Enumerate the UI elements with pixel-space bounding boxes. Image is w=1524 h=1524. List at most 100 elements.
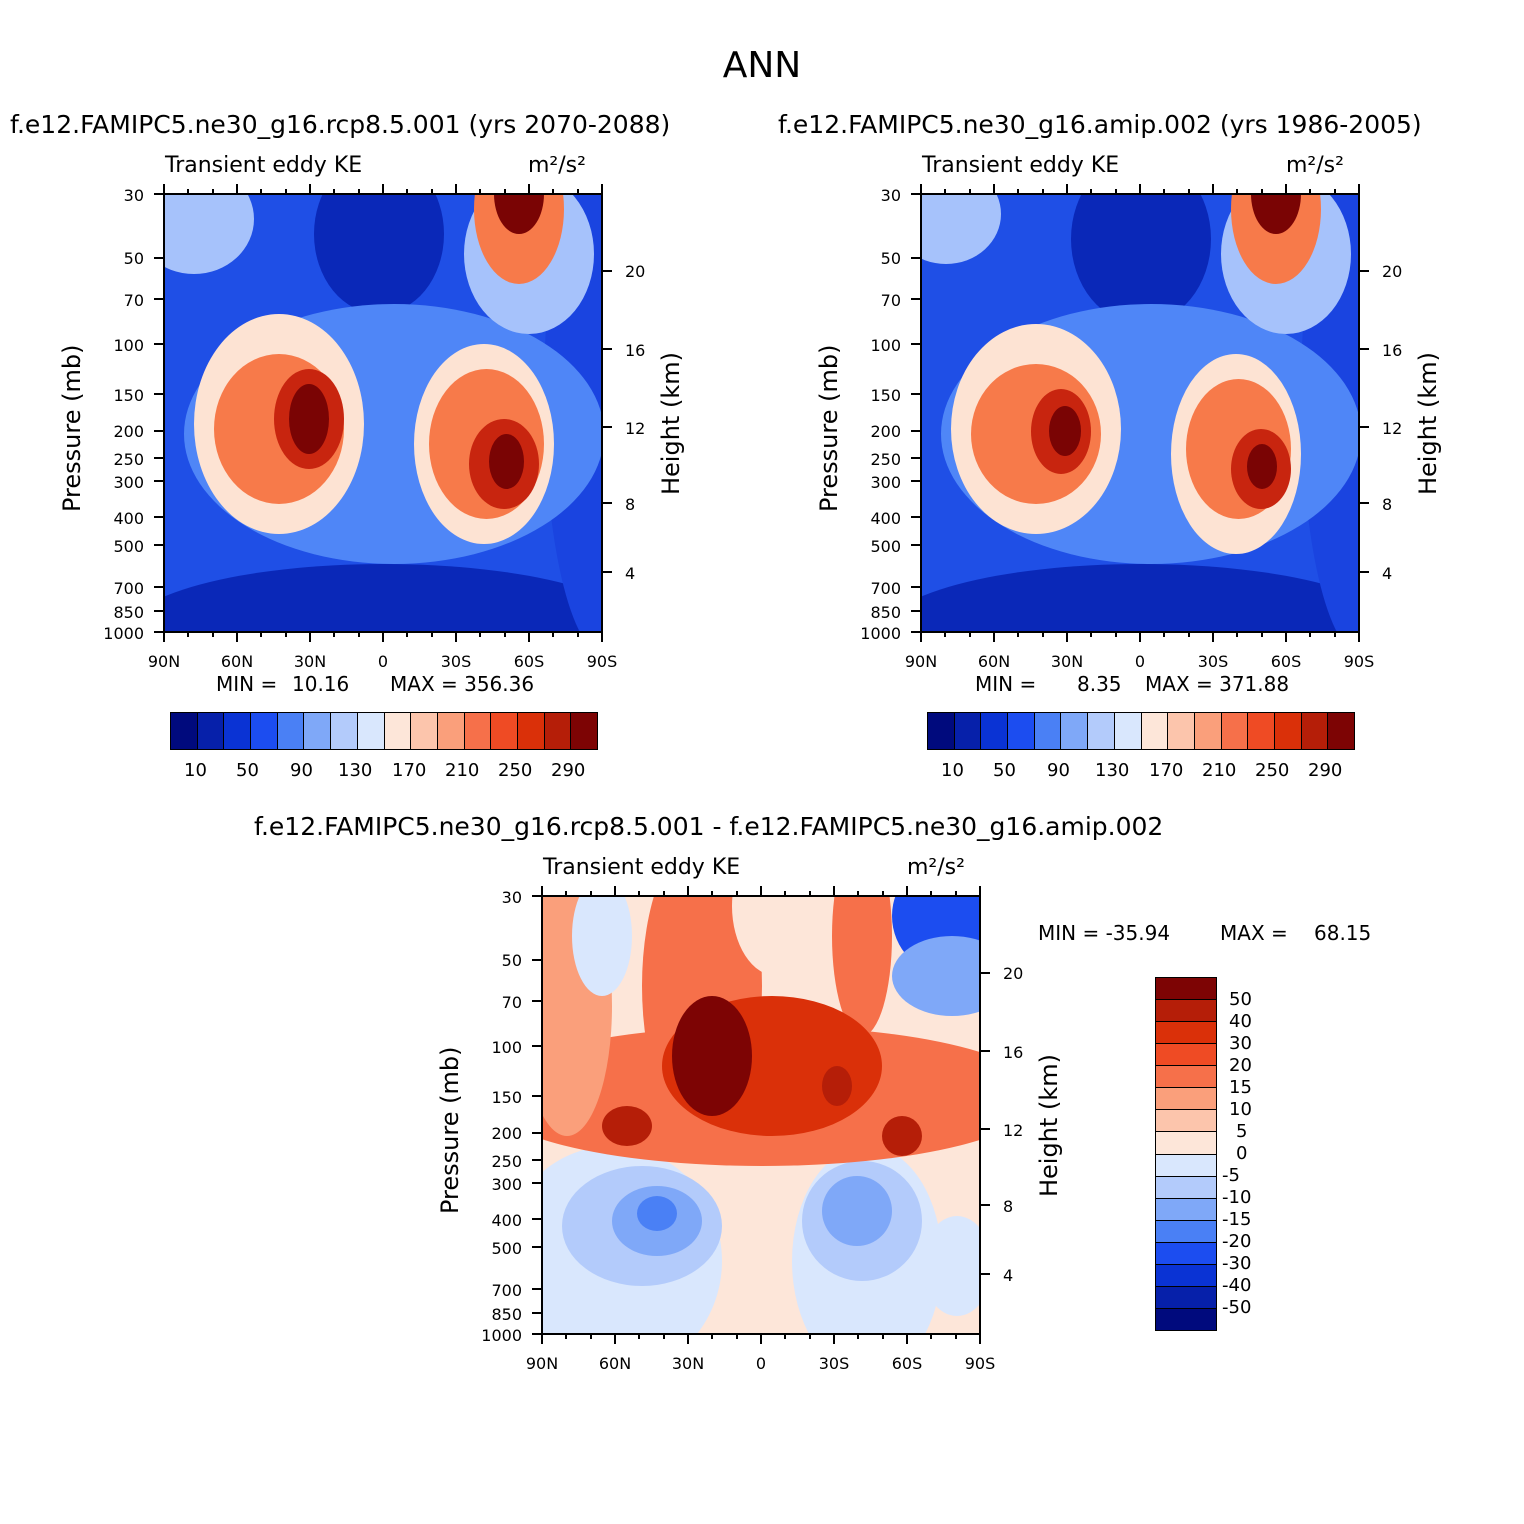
panel1-ylabel: Pressure (mb) xyxy=(58,344,86,512)
tick-mark xyxy=(930,891,933,896)
panel2-y2label: Height (km) xyxy=(1414,352,1442,495)
panel2-colorbar-label: 50 xyxy=(993,760,1016,781)
tick-mark xyxy=(455,184,457,194)
tick-mark xyxy=(532,1159,542,1162)
tick-mark xyxy=(1358,632,1360,642)
mid-region xyxy=(164,194,254,274)
tick-mark xyxy=(1163,632,1166,637)
tick-mark xyxy=(808,891,811,896)
tick-mark xyxy=(614,886,616,896)
colorbar-swatch xyxy=(1156,978,1216,1001)
colorbar-swatch xyxy=(411,713,438,749)
panel3-ytick: 500 xyxy=(491,1239,522,1258)
panel3-ytick: 200 xyxy=(491,1124,522,1143)
tick-mark xyxy=(735,891,738,896)
panel2-colorbar-label: 210 xyxy=(1202,760,1237,781)
panel2-min-value: 8.35 xyxy=(1077,672,1122,696)
panel3-colorbar-label: -10 xyxy=(1222,1187,1252,1208)
tick-mark xyxy=(154,393,164,396)
tick-mark xyxy=(980,1050,990,1053)
tick-mark xyxy=(236,632,238,642)
panel1-xtick: 30N xyxy=(293,652,327,671)
tick-mark xyxy=(163,184,165,194)
tick-mark xyxy=(968,189,971,194)
tick-mark xyxy=(1187,189,1190,194)
panel2-contour-field xyxy=(921,194,1359,632)
tick-mark xyxy=(930,1334,933,1339)
panel2-xtick: 90S xyxy=(1343,652,1375,671)
panel3-ytick: 700 xyxy=(491,1281,522,1300)
tick-mark xyxy=(532,895,542,897)
panel2-ytick: 850 xyxy=(870,603,901,622)
tick-mark xyxy=(532,1218,542,1221)
colorbar-swatch xyxy=(1061,713,1089,749)
tick-mark xyxy=(993,632,995,642)
panel1-xtick: 90N xyxy=(147,652,181,671)
panel3-ytick: 850 xyxy=(491,1305,522,1324)
colorbar-swatch xyxy=(251,713,278,749)
tick-mark xyxy=(1285,184,1287,194)
tick-mark xyxy=(479,189,482,194)
panel2-colorbar-label: 170 xyxy=(1149,760,1184,781)
tick-mark xyxy=(357,189,360,194)
tick-mark xyxy=(711,1334,714,1339)
colorbar-swatch xyxy=(1168,713,1195,749)
tick-mark xyxy=(760,1334,762,1344)
panel3-ytick: 150 xyxy=(491,1088,522,1107)
tick-mark xyxy=(532,1246,542,1249)
colorbar-swatch xyxy=(491,713,518,749)
tick-mark xyxy=(881,1334,884,1339)
panel2-xtick: 60S xyxy=(1270,652,1302,671)
tick-mark xyxy=(911,393,921,396)
neg-region xyxy=(572,896,632,996)
tick-mark xyxy=(1090,632,1093,637)
tick-mark xyxy=(980,1204,990,1207)
panel2-variable: Transient eddy KE xyxy=(922,153,1120,178)
tick-mark xyxy=(1212,632,1214,642)
tick-mark xyxy=(541,1334,543,1344)
panel3-max-value: 68.15 xyxy=(1314,921,1372,945)
tick-mark xyxy=(532,1182,542,1185)
panel1-ytick: 500 xyxy=(113,537,144,556)
tick-mark xyxy=(602,570,612,573)
panel3-xtick: 0 xyxy=(755,1354,767,1373)
panel3-colorbar-label: -15 xyxy=(1222,1209,1252,1230)
colorbar-swatch xyxy=(517,713,545,749)
tick-mark xyxy=(1333,189,1336,194)
tick-mark xyxy=(1236,632,1239,637)
panel2-ylabel: Pressure (mb) xyxy=(815,344,843,512)
tick-mark xyxy=(993,184,995,194)
tick-mark xyxy=(154,480,164,483)
panel3-y2tick: 12 xyxy=(1003,1121,1024,1140)
panel3-y2tick: 20 xyxy=(1003,964,1024,983)
panel3-ytick: 100 xyxy=(491,1038,522,1057)
tick-mark xyxy=(911,631,921,633)
tick-mark xyxy=(1114,189,1117,194)
tick-mark xyxy=(911,298,921,301)
panel2-ytick: 150 xyxy=(870,386,901,405)
colorbar-swatch xyxy=(331,713,358,749)
hot-core xyxy=(1049,406,1081,456)
panel2-units: m²/s² xyxy=(1286,153,1344,178)
colorbar-swatch xyxy=(981,713,1009,749)
panel1-y2tick: 20 xyxy=(625,262,646,281)
panel1-y2tick: 4 xyxy=(625,564,636,583)
panel2-y2tick: 4 xyxy=(1382,564,1393,583)
colorbar-swatch xyxy=(357,713,385,749)
colorbar-swatch xyxy=(1114,713,1142,749)
tick-mark xyxy=(1041,189,1044,194)
cold-region xyxy=(164,564,602,632)
tick-mark xyxy=(735,1334,738,1339)
colorbar-swatch xyxy=(1156,1088,1216,1111)
tick-mark xyxy=(911,516,921,519)
panel3-colorbar-label: 20 xyxy=(1229,1055,1252,1076)
panel3-max-label: MAX = xyxy=(1220,921,1288,945)
tick-mark xyxy=(944,189,947,194)
colorbar-swatch xyxy=(197,713,225,749)
tick-mark xyxy=(1359,570,1369,573)
tick-mark xyxy=(154,516,164,519)
panel2-ytick: 300 xyxy=(870,473,901,492)
panel2-ytick: 50 xyxy=(880,249,901,268)
tick-mark xyxy=(154,429,164,432)
tick-mark xyxy=(662,1334,665,1339)
